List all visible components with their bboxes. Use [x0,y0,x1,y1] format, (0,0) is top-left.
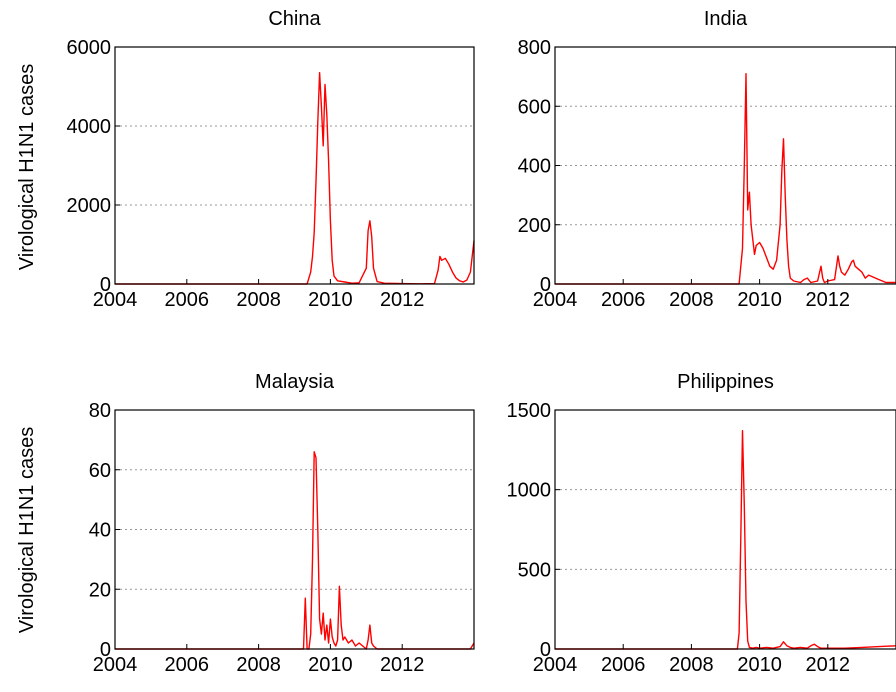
malaysia-xtick-label-1: 2006 [165,654,210,676]
malaysia-xtick-label-3: 2010 [308,654,353,676]
india-series-line [555,72,896,285]
china-ytick-label-3: 6000 [67,37,112,59]
india-ytick-label-0: 0 [540,274,551,296]
y-axis-label-top: Virological H1N1 cases [16,64,38,270]
china-ytick-label-2: 4000 [67,116,112,138]
india-ytick-label-1: 200 [518,215,551,237]
panel-india: 0 200 400 600 800 2004 2006 2008 2010 2012 India [518,8,896,311]
philippines-ytick-label-1: 500 [518,559,551,581]
philippines-xtick-label-2: 2008 [669,654,714,676]
india-ytick-label-2: 400 [518,156,551,178]
malaysia-xtick-label-4: 2012 [380,654,425,676]
india-xtick-label-0: 2004 [533,289,578,311]
china-xtick-label-4: 2012 [380,289,425,311]
china-ytick-label-1: 2000 [67,195,112,217]
philippines-xtick-label-1: 2006 [601,654,646,676]
philippines-xtick-label-4: 2012 [806,654,851,676]
malaysia-ytick-label-4: 80 [89,400,111,422]
china-title: China [268,8,321,30]
malaysia-xtick-label-2: 2008 [236,654,281,676]
panel-philippines: 0 500 1000 1500 2004 2006 2008 2010 2012 Philippi… [507,371,896,676]
panel-china: 0 2000 4000 6000 2004 2006 2008 2010 2012 China [67,8,475,311]
china-ytick-label-0: 0 [100,274,111,296]
y-axis-label-bottom: Virological H1N1 cases [16,427,38,633]
india-ytick-label-4: 800 [518,37,551,59]
india-xtick-label-1: 2006 [601,289,646,311]
india-ytick-label-3: 600 [518,96,551,118]
china-series-line [115,71,475,285]
philippines-xtick-label-3: 2010 [737,654,782,676]
china-xtick-label-1: 2006 [165,289,210,311]
philippines-ytick-label-2: 1000 [507,480,552,502]
malaysia-ytick-label-1: 20 [89,579,111,601]
india-xtick-label-2: 2008 [669,289,714,311]
philippines-plot-frame [554,409,896,650]
india-title: India [704,8,748,30]
malaysia-xtick-label-0: 2004 [93,654,138,676]
malaysia-ytick-label-0: 0 [100,639,111,661]
philippines-series-line [555,430,896,650]
philippines-ytick-label-0: 0 [540,639,551,661]
china-plot-frame [114,46,475,285]
malaysia-ytick-label-2: 40 [89,520,111,542]
philippines-xtick-label-0: 2004 [533,654,578,676]
philippines-title: Philippines [677,371,774,393]
panel-malaysia: 0 20 40 60 80 2004 2006 2008 2010 2012 Malaysia [89,371,475,676]
malaysia-title: Malaysia [255,371,335,393]
malaysia-ytick-label-3: 60 [89,460,111,482]
india-xtick-label-3: 2010 [737,289,782,311]
china-xtick-label-2: 2008 [236,289,281,311]
malaysia-series-line [115,451,475,650]
india-xtick-label-4: 2012 [806,289,851,311]
philippines-ytick-label-3: 1500 [507,400,552,422]
china-xtick-label-0: 2004 [93,289,138,311]
china-xtick-label-3: 2010 [308,289,353,311]
